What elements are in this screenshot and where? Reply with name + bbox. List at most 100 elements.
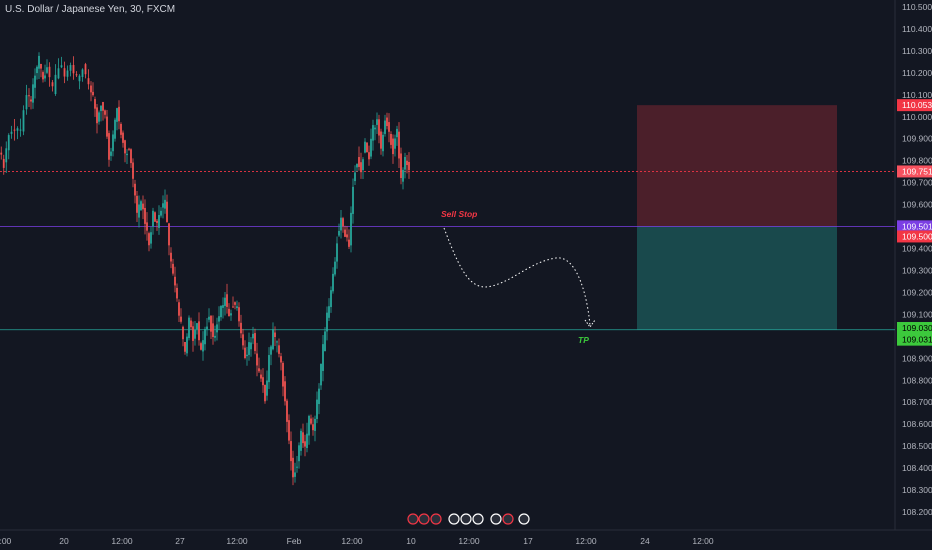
candle-body <box>138 204 140 218</box>
candle-body <box>338 230 340 236</box>
candle-body <box>92 91 94 96</box>
candle-body <box>216 324 218 333</box>
candle-body <box>192 326 194 341</box>
candle-body <box>230 313 232 316</box>
y-tick-label: 108.200 <box>902 507 932 517</box>
candle-body <box>250 342 252 350</box>
candle-body <box>158 215 160 228</box>
candle-body <box>25 95 28 110</box>
candle-body <box>406 160 408 166</box>
economic-event-icon[interactable] <box>490 513 502 525</box>
candle-body <box>142 203 144 210</box>
candle-body <box>382 134 384 152</box>
candle-body <box>342 218 344 227</box>
economic-event-icon[interactable] <box>418 513 430 525</box>
candle-body <box>340 217 342 231</box>
candle-body <box>348 239 350 247</box>
economic-event-icon[interactable] <box>472 513 484 525</box>
candle-body <box>30 99 32 102</box>
candle-body <box>132 162 134 179</box>
candle-body <box>260 374 262 379</box>
candle-body <box>318 388 320 405</box>
candle-body <box>154 212 156 222</box>
candle-body <box>392 138 394 155</box>
candle-body <box>2 158 5 168</box>
candle-body <box>404 156 406 170</box>
economic-event-icon[interactable] <box>518 513 530 525</box>
candle-body <box>104 110 106 115</box>
candle-body <box>106 116 108 137</box>
axis-label-tp: 109.030 <box>902 323 932 333</box>
candle-body <box>40 63 42 69</box>
x-tick-label: 10 <box>406 536 416 546</box>
candle-body <box>60 65 63 68</box>
candle-body <box>190 320 192 328</box>
candle-body <box>36 66 38 74</box>
candle-body <box>332 273 334 292</box>
x-tick-label: Feb <box>287 536 302 546</box>
candle-body <box>306 433 308 449</box>
candle-body <box>168 223 170 246</box>
y-tick-label: 109.800 <box>902 156 932 166</box>
candle-body <box>300 430 302 451</box>
candle-body <box>366 142 368 153</box>
candle-body <box>240 322 242 334</box>
candle-body <box>46 67 48 73</box>
candle-body <box>356 163 358 168</box>
economic-event-icon[interactable] <box>430 513 442 525</box>
economic-event-icon[interactable] <box>460 513 472 525</box>
candle-body <box>294 472 296 477</box>
candle-body <box>226 294 228 307</box>
economic-event-icon[interactable] <box>502 513 514 525</box>
axis-label-tp-bg <box>897 322 932 335</box>
y-tick-label: 110.300 <box>902 46 932 56</box>
candle-body <box>114 119 116 139</box>
candle-body <box>268 355 270 383</box>
axis-label-current-bg <box>897 165 932 178</box>
candle-body <box>78 75 81 82</box>
candle-body <box>22 110 25 132</box>
candle-body <box>172 263 174 274</box>
candle-body <box>220 305 222 318</box>
candle-body <box>242 334 244 346</box>
candle-body <box>262 377 264 386</box>
candle-body <box>110 151 112 156</box>
y-tick-label: 110.400 <box>902 24 932 34</box>
candle-body <box>204 328 206 345</box>
candle-body <box>380 131 382 149</box>
candle-body <box>198 321 200 341</box>
y-tick-label: 109.900 <box>902 134 932 144</box>
x-tick-label: 20 <box>59 536 69 546</box>
candle-body <box>90 85 92 93</box>
candle-body <box>188 317 190 339</box>
candle-body <box>116 108 118 122</box>
candle-body <box>200 343 202 350</box>
candle-body <box>316 399 318 420</box>
candle-body <box>32 84 34 103</box>
candle-body <box>256 353 258 366</box>
candle-body <box>164 199 166 209</box>
candle-body <box>278 345 280 354</box>
axis-label-entry-bg <box>897 220 932 233</box>
candle-body <box>394 138 396 149</box>
candle-body <box>402 169 404 182</box>
candle-body <box>28 95 30 97</box>
candle-body <box>378 119 380 136</box>
economic-event-icon[interactable] <box>407 513 419 525</box>
candle-body <box>234 302 236 305</box>
candle-body <box>112 134 114 152</box>
candle-body <box>63 68 66 77</box>
candle-body <box>148 233 150 246</box>
y-tick-label: 108.900 <box>902 353 932 363</box>
candle-body <box>72 65 75 74</box>
candle-body <box>118 106 120 122</box>
candle-body <box>238 307 240 322</box>
candle-body <box>244 347 246 359</box>
y-tick-label: 108.500 <box>902 441 932 451</box>
candle-body <box>388 122 390 132</box>
candle-body <box>13 129 16 131</box>
candle-body <box>290 441 292 462</box>
economic-event-icon[interactable] <box>448 513 460 525</box>
candle-body <box>0 152 3 155</box>
